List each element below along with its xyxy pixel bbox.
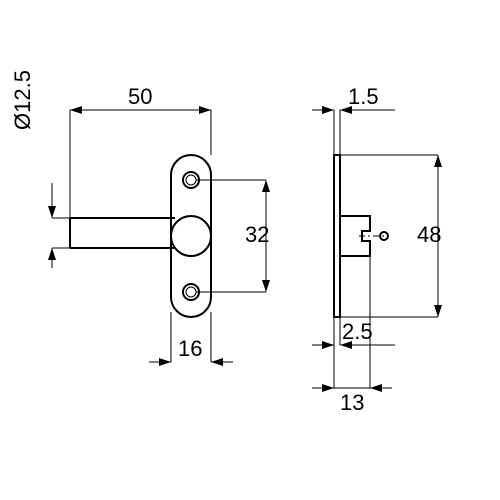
svg-text:16: 16 xyxy=(178,336,202,361)
technical-drawing: Ø12.5 50 32 16 1.5 48 2.5 13 xyxy=(0,0,500,500)
svg-text:32: 32 xyxy=(245,222,269,247)
side-view xyxy=(334,155,388,317)
dim-2-5: 2.5 xyxy=(342,319,373,344)
dim-13: 13 xyxy=(340,390,364,415)
svg-text:48: 48 xyxy=(417,222,441,247)
svg-text:50: 50 xyxy=(128,84,152,109)
dimensions-group: Ø12.5 50 32 16 1.5 48 2.5 13 xyxy=(10,70,442,415)
dim-1-5: 1.5 xyxy=(348,84,379,109)
dim-diameter: Ø12.5 xyxy=(10,70,35,130)
front-view xyxy=(70,155,211,317)
